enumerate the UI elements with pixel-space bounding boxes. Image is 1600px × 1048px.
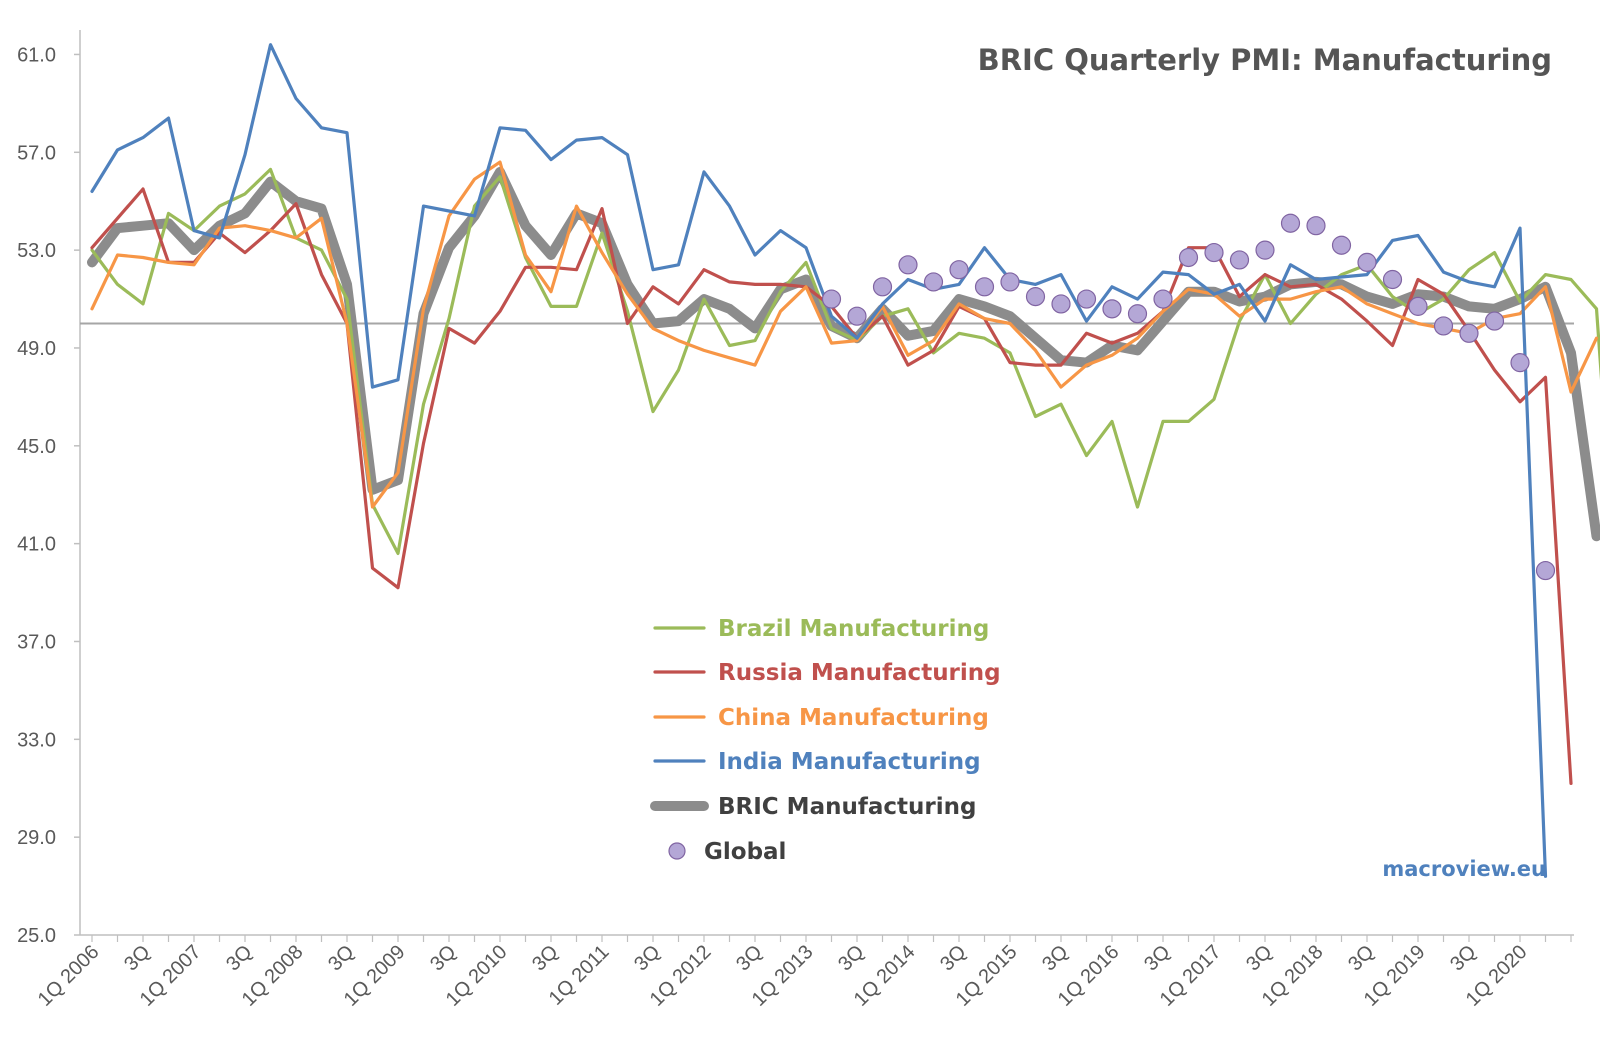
- global-point: [1408, 296, 1428, 316]
- global-point: [974, 277, 995, 297]
- x-tick-label: 3Q: [528, 941, 562, 975]
- global-point: [1357, 252, 1377, 272]
- global-point: [1178, 247, 1199, 268]
- global-point: [923, 272, 944, 292]
- russia-manufacturing-line: [90, 187, 1573, 786]
- global-point: [1280, 213, 1301, 233]
- global-point: [1535, 560, 1556, 581]
- global-point: [1229, 250, 1250, 270]
- y-tick-label: 53.0: [17, 240, 56, 262]
- global-point: [949, 260, 969, 280]
- x-tick-label: 3Q: [1446, 941, 1480, 975]
- source-label: macroview.eu: [1382, 857, 1546, 881]
- global-point: [898, 255, 918, 275]
- global-point: [1102, 299, 1122, 319]
- china-manufacturing-line: [90, 160, 1599, 509]
- x-tick-label: 3Q: [1038, 941, 1072, 975]
- x-tick-label: 3Q: [1344, 941, 1378, 975]
- global-point: [1000, 272, 1020, 292]
- global-point: [1306, 216, 1326, 236]
- x-tick-label: 3Q: [222, 941, 256, 975]
- x-tick-label: 3Q: [324, 941, 358, 975]
- x-tick-label: 3Q: [630, 941, 664, 975]
- global-point: [1127, 304, 1148, 324]
- global-points-layer: [821, 213, 1556, 581]
- global-point: [1382, 269, 1403, 290]
- legend-label-global: Global: [704, 839, 786, 865]
- y-tick-label: 41.0: [17, 534, 56, 556]
- x-tick-label: 3Q: [1242, 941, 1276, 975]
- legend-label-bric-manufacturing: BRIC Manufacturing: [718, 794, 976, 820]
- y-tick-label: 45.0: [17, 436, 56, 458]
- legend-label-brazil-manufacturing: Brazil Manufacturing: [718, 616, 989, 642]
- y-tick-label: 33.0: [17, 729, 56, 751]
- global-point: [1484, 311, 1505, 331]
- legend-label-russia-manufacturing: Russia Manufacturing: [718, 660, 1001, 686]
- y-tick-label: 25.0: [17, 925, 56, 947]
- global-point: [1255, 240, 1275, 260]
- chart-title: BRIC Quarterly PMI: Manufacturing: [978, 43, 1552, 77]
- legend-swatch-global: [668, 842, 686, 860]
- y-tick-label: 29.0: [17, 827, 56, 849]
- global-point: [1433, 316, 1454, 336]
- bric-manufacturing-line: [87, 166, 1600, 542]
- x-tick-label: 1Q 2006: [34, 941, 104, 1011]
- legend-label-china-manufacturing: China Manufacturing: [718, 705, 989, 731]
- axes-layer: 25.0 29.0 33.0 37.0 41.0 45.0 49.0 53.0 57.0 61.0…: [17, 30, 1574, 1011]
- global-point: [1331, 235, 1352, 255]
- legend: Brazil Manufacturing Russia Manufacturing…: [650, 616, 1001, 865]
- x-tick-label: 3Q: [426, 941, 460, 975]
- global-point: [1510, 353, 1530, 373]
- global-point: [1459, 323, 1479, 343]
- x-tick-label: 3Q: [120, 941, 154, 975]
- brazil-manufacturing-line: [90, 167, 1600, 556]
- x-tick-label: 3Q: [732, 941, 766, 975]
- global-point: [1204, 242, 1224, 263]
- x-tick-label: 3Q: [1140, 941, 1174, 975]
- x-tick-label: 3Q: [936, 941, 970, 975]
- global-point: [847, 306, 867, 326]
- y-tick-label: 49.0: [17, 338, 56, 360]
- global-point: [1051, 294, 1071, 314]
- y-tick-label: 57.0: [17, 142, 56, 164]
- global-point: [872, 277, 893, 297]
- global-point: [821, 289, 842, 309]
- x-tick-label: 3Q: [834, 941, 868, 975]
- india-manufacturing-line: [90, 43, 1548, 878]
- global-point: [1153, 289, 1173, 309]
- global-point: [1025, 287, 1046, 307]
- legend-label-india-manufacturing: India Manufacturing: [718, 749, 981, 775]
- y-tick-label: 37.0: [17, 631, 56, 653]
- global-point: [1076, 289, 1097, 309]
- y-tick-label: 61.0: [17, 44, 56, 66]
